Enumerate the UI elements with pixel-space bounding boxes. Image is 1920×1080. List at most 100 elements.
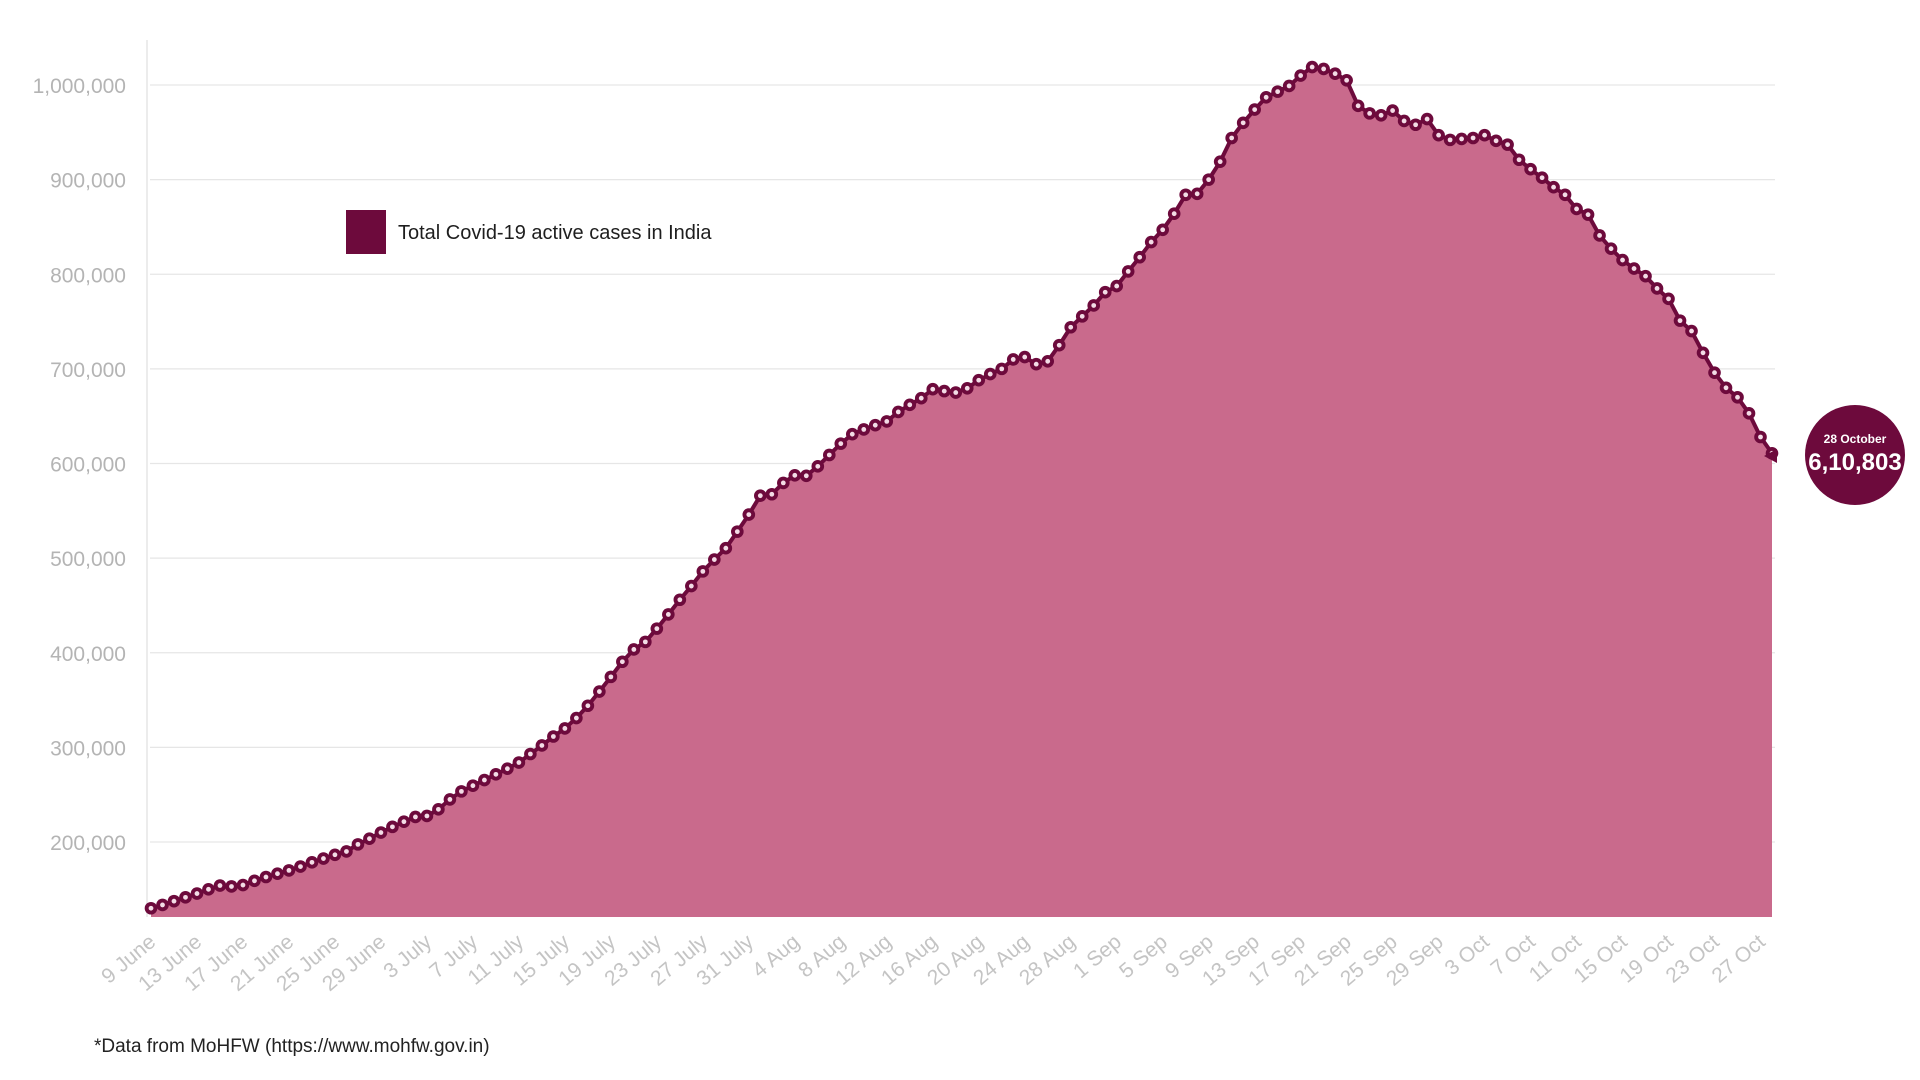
data-point [1650,282,1664,295]
data-point [1213,155,1227,168]
data-point [1662,292,1675,306]
data-point [236,878,250,892]
data-point [1075,310,1089,323]
data-point [1581,208,1595,221]
data-point [1754,430,1767,444]
data-point [1064,320,1078,334]
data-point [202,883,215,896]
data-point [1420,112,1434,126]
data-point [983,367,997,381]
data-point [937,384,951,398]
legend-swatch [346,210,386,254]
y-tick-label: 1,000,000 [33,75,126,98]
data-point [1409,118,1422,132]
data-point [179,891,192,904]
y-axis-tick-labels: 200,000 300,000 400,000 500,000 600,000 700,0… [33,75,126,855]
badge-circle [1805,405,1905,505]
data-point [822,448,836,462]
data-point [512,756,526,769]
data-point [1305,60,1319,74]
badge-pointer [1764,449,1777,463]
data-point [1455,132,1468,146]
data-point [1282,79,1296,93]
data-point [903,398,917,412]
data-point [1719,381,1733,395]
data-point [478,773,491,787]
x-tick-label: 5 Sep [1115,930,1172,983]
data-point [524,747,537,761]
x-tick-label: 1 Sep [1069,930,1126,983]
data-point [248,874,261,888]
source-footnote: *Data from MoHFW (https://www.mohfw.gov.… [94,1036,490,1057]
latest-value-badge: 28 October 6,10,803 [1764,405,1905,505]
data-point [570,711,583,725]
data-point [259,870,273,884]
data-point [891,405,905,419]
data-point [742,508,756,521]
data-point [1386,104,1399,117]
data-point [156,898,169,912]
data-point [1535,171,1549,185]
data-point [765,487,779,501]
data-point [1524,162,1537,176]
data-point [1225,131,1238,145]
x-tick-label: 27 Oct [1708,930,1770,987]
data-point [213,879,227,892]
data-point [1397,114,1411,128]
data-point [1259,91,1273,104]
data-point [386,820,399,834]
data-point [1121,265,1135,278]
data-point [1685,324,1698,338]
data-point [662,608,675,621]
data-point [616,655,629,669]
data-point [1271,85,1284,98]
data-point [1432,128,1445,142]
y-tick-label: 700,000 [50,359,126,382]
x-tick-label: 4 Aug [748,930,804,982]
data-point [547,730,560,743]
data-point [811,460,825,473]
data-point [685,579,698,593]
data-point [719,541,733,555]
y-tick-label: 900,000 [50,170,126,193]
data-point [1052,338,1066,352]
y-tick-label: 300,000 [50,737,126,760]
data-point [167,894,181,908]
data-point [340,845,353,858]
data-point [1328,67,1342,80]
data-point [271,867,284,880]
data-point [1110,279,1124,293]
data-point [581,699,595,713]
data-point [593,685,606,698]
data-point [328,848,342,862]
data-point [627,643,641,656]
data-point [1087,299,1101,312]
data-point [650,622,664,635]
data-point [1512,153,1526,167]
data-point [1202,173,1215,186]
y-tick-label: 200,000 [50,832,126,855]
data-point [788,469,802,482]
data-point [1018,350,1032,364]
data-point [995,362,1009,376]
data-point [960,381,974,395]
data-point [501,762,514,775]
y-tick-label: 500,000 [50,548,126,571]
data-point [799,469,813,483]
data-point [868,418,882,432]
data-point [1673,314,1687,327]
data-point [604,670,618,684]
data-point [673,593,687,607]
legend: Total Covid-19 active cases in India [346,210,712,254]
data-point [374,826,388,839]
data-point [1627,262,1641,275]
data-point [1374,108,1388,122]
y-tick-label: 800,000 [50,264,126,287]
data-point [1616,253,1629,267]
data-point [639,635,652,649]
data-point [1742,407,1756,420]
data-point [880,415,894,428]
data-point [1593,229,1606,242]
